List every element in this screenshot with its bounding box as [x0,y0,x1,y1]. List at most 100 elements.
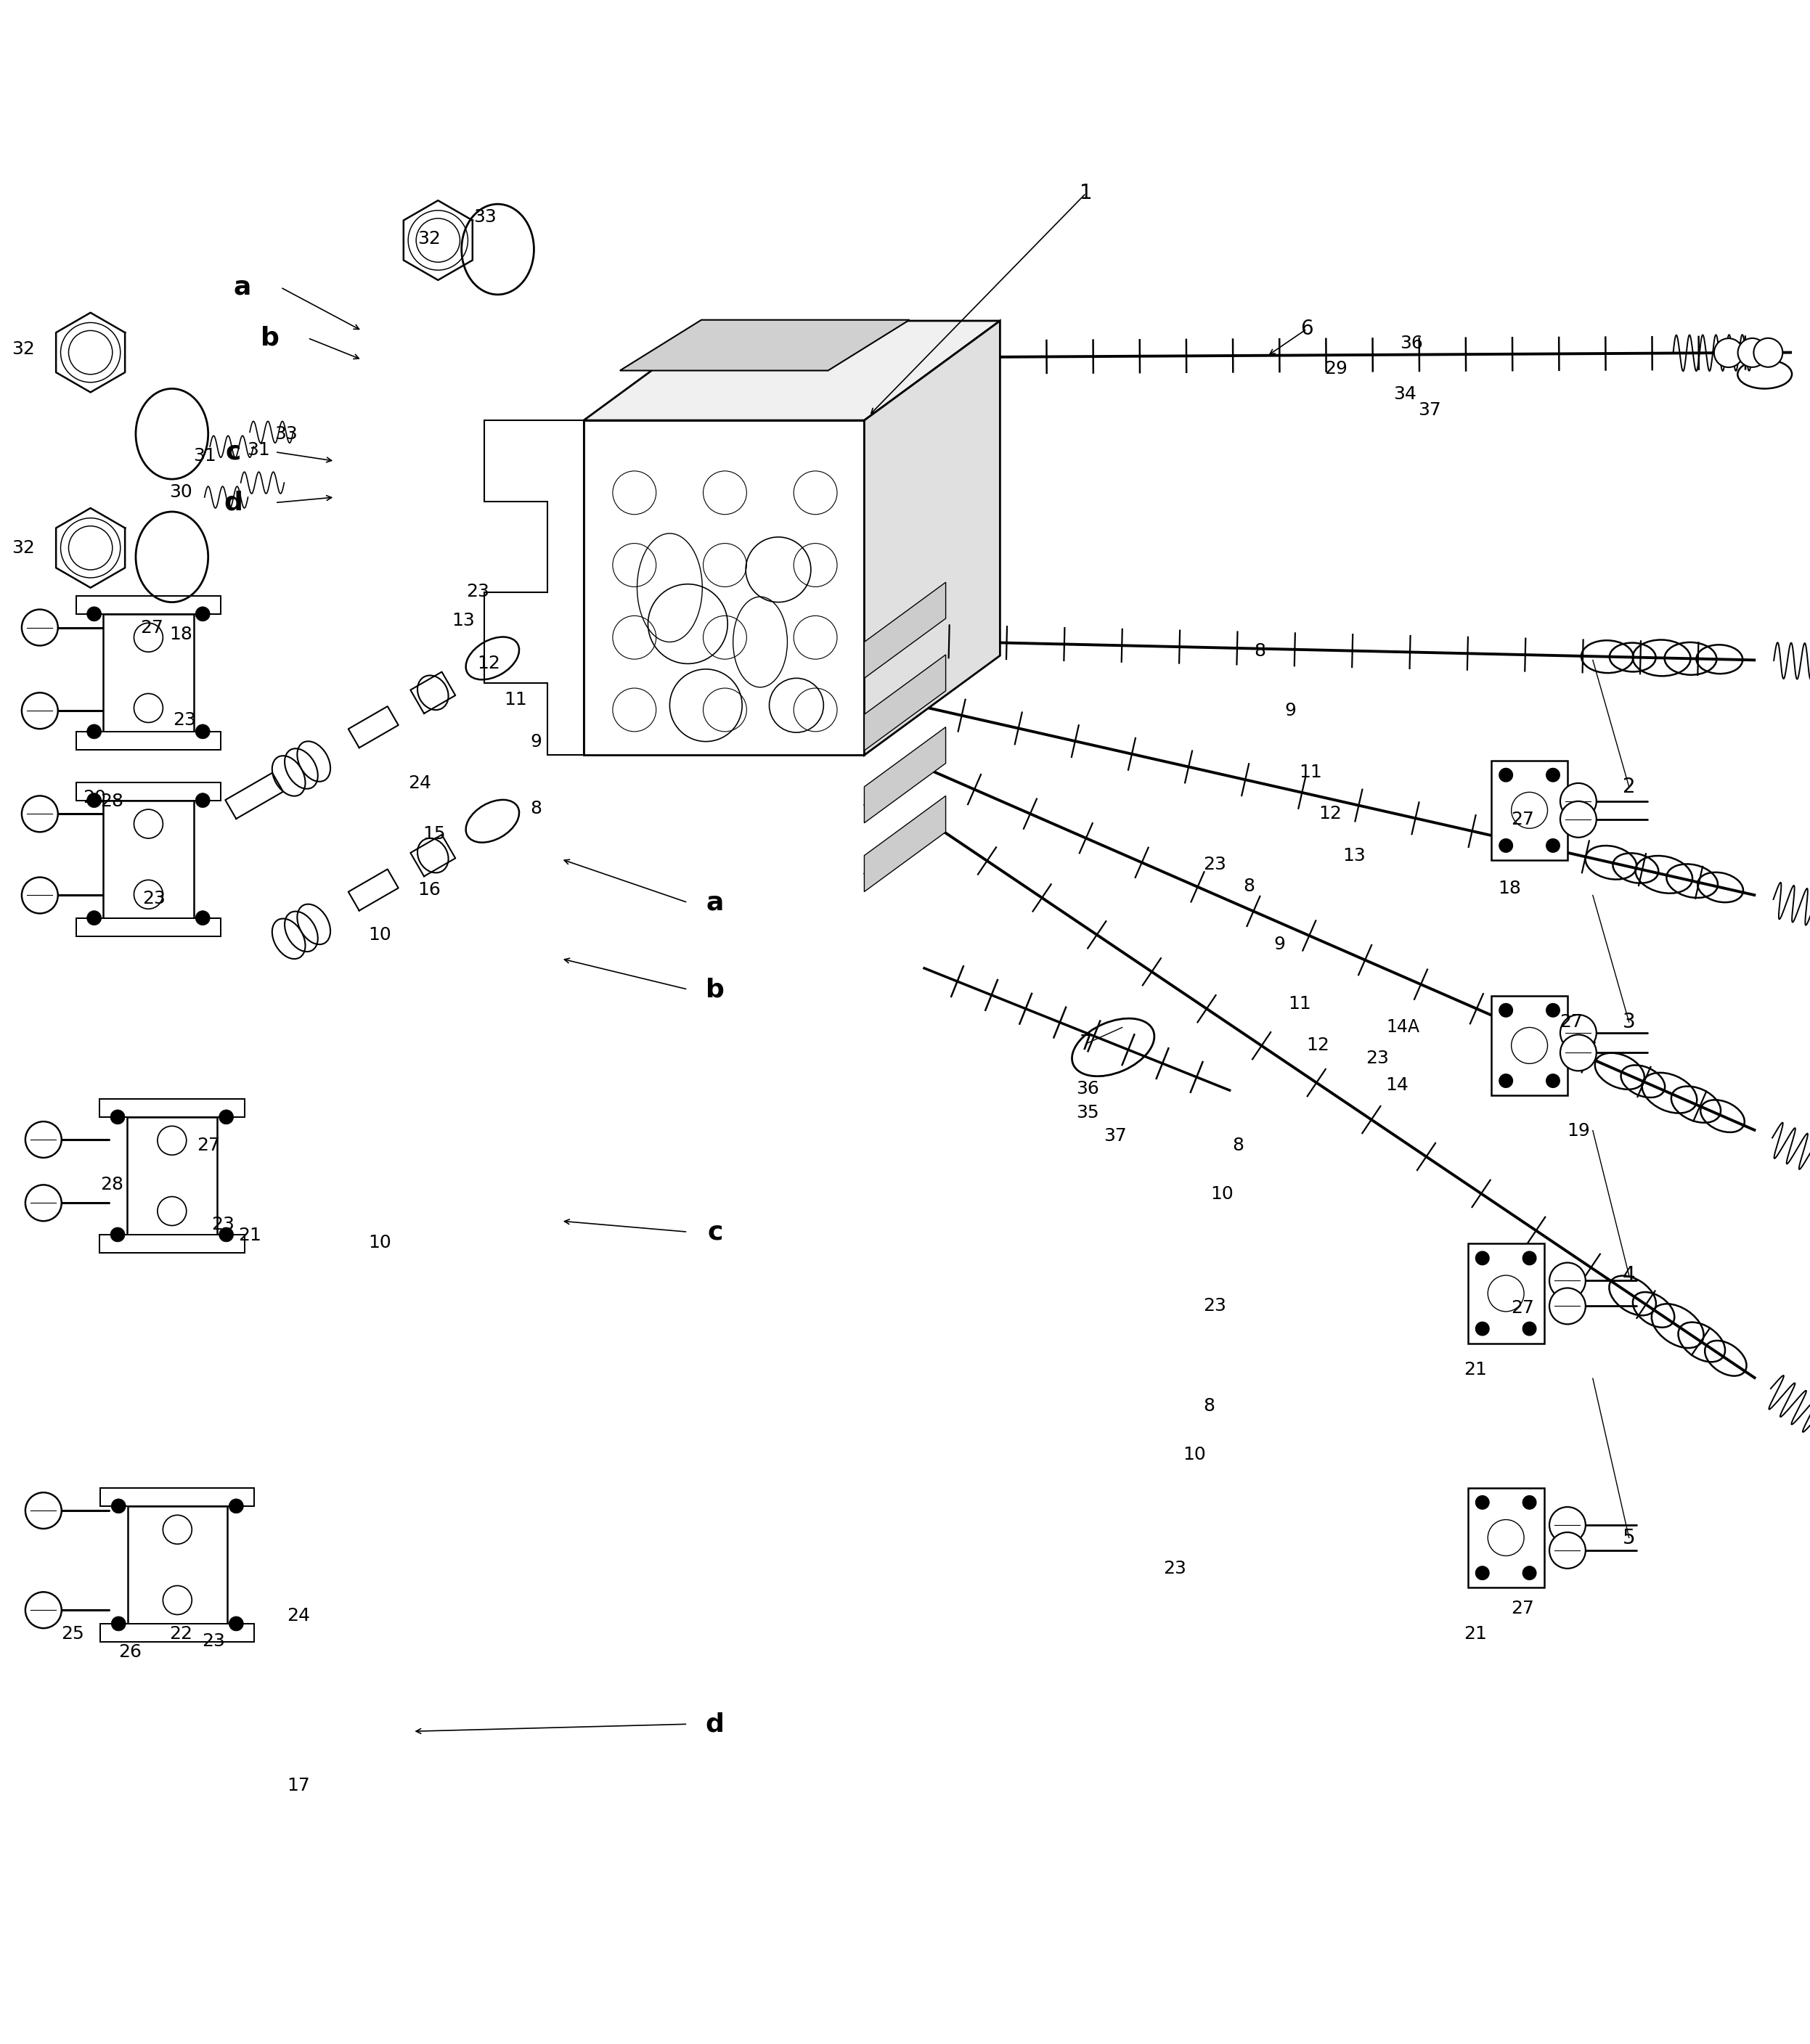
Circle shape [110,1110,125,1124]
Circle shape [87,912,101,926]
Polygon shape [76,918,221,936]
Text: 8: 8 [530,799,541,818]
Circle shape [1499,769,1513,783]
Circle shape [1475,1322,1490,1337]
Circle shape [22,693,58,730]
Polygon shape [76,783,221,801]
Text: 10: 10 [369,926,391,944]
Text: 36: 36 [1401,335,1423,352]
Text: 21: 21 [239,1226,261,1245]
Text: 8: 8 [1233,1136,1243,1153]
Text: 37: 37 [1104,1128,1126,1145]
Circle shape [195,724,210,738]
Text: 30: 30 [170,482,192,501]
Text: 8: 8 [1204,1396,1215,1414]
Text: 19: 19 [1567,1122,1589,1139]
Text: 28: 28 [101,793,123,809]
Circle shape [25,1122,62,1157]
Text: d: d [224,491,243,515]
Text: 21: 21 [1464,1361,1486,1378]
Text: 32: 32 [13,540,34,556]
Text: 14A: 14A [1386,1018,1419,1036]
Text: 13: 13 [1343,846,1365,865]
Text: 3: 3 [1622,1012,1636,1032]
Polygon shape [865,795,947,891]
Text: 10: 10 [1211,1186,1233,1202]
Circle shape [112,1498,127,1513]
Text: 24: 24 [409,775,431,791]
Circle shape [195,607,210,621]
Text: 27: 27 [1511,811,1533,828]
Text: 16: 16 [418,881,440,899]
Text: 21: 21 [1464,1625,1486,1641]
Text: 11: 11 [505,691,527,709]
Polygon shape [865,654,947,750]
Text: 4: 4 [1622,1265,1636,1286]
Circle shape [1754,337,1783,368]
Bar [1491,995,1567,1096]
Text: b: b [706,977,724,1002]
Text: 13: 13 [452,611,474,630]
Text: 7: 7 [1079,1034,1093,1055]
Circle shape [112,1617,127,1631]
Polygon shape [583,321,999,421]
Circle shape [110,1226,125,1243]
Polygon shape [865,728,947,824]
Text: 24: 24 [288,1607,310,1625]
Text: 26: 26 [119,1643,141,1660]
Circle shape [228,1498,243,1513]
Circle shape [1499,838,1513,852]
Text: 23: 23 [1204,856,1225,873]
Circle shape [1549,1506,1586,1543]
Polygon shape [127,1506,228,1623]
Text: a: a [233,276,252,300]
Polygon shape [865,583,947,679]
Circle shape [1546,838,1560,852]
Circle shape [87,793,101,807]
Circle shape [1546,1004,1560,1018]
Bar [1468,1243,1544,1343]
Text: 23: 23 [174,711,195,728]
Text: c: c [708,1220,722,1245]
Text: 23: 23 [1367,1049,1388,1067]
Text: 29: 29 [1325,360,1347,378]
Text: 8: 8 [1254,642,1265,660]
Text: 32: 32 [418,229,440,247]
Text: a: a [706,891,724,916]
Polygon shape [103,613,194,732]
Text: 27: 27 [1511,1600,1533,1617]
Text: 6: 6 [1300,319,1314,339]
Text: 2: 2 [1622,777,1636,797]
Bar [1491,760,1567,861]
Circle shape [87,724,101,738]
Text: 20: 20 [83,789,105,805]
Text: 32: 32 [13,339,34,358]
Text: 14: 14 [1386,1077,1408,1094]
Text: 12: 12 [1319,805,1341,822]
Text: 27: 27 [197,1136,219,1153]
Polygon shape [583,421,865,754]
Text: 8: 8 [1243,877,1254,895]
Circle shape [1549,1263,1586,1298]
Text: 22: 22 [170,1625,192,1641]
Circle shape [1560,1014,1596,1051]
Polygon shape [103,801,194,918]
Circle shape [25,1492,62,1529]
Text: 15: 15 [424,826,445,842]
Text: 23: 23 [1164,1560,1186,1578]
Text: 31: 31 [194,448,215,464]
Circle shape [1560,1034,1596,1071]
Circle shape [1475,1496,1490,1511]
Circle shape [1522,1322,1537,1337]
Text: 18: 18 [170,625,192,644]
Circle shape [25,1186,62,1220]
Text: c: c [226,439,241,464]
Polygon shape [101,1623,253,1641]
Text: 27: 27 [141,619,163,636]
Circle shape [22,795,58,832]
Circle shape [1499,1004,1513,1018]
Circle shape [1549,1533,1586,1568]
Circle shape [1560,783,1596,820]
Circle shape [1522,1496,1537,1511]
Text: 9: 9 [530,734,541,750]
